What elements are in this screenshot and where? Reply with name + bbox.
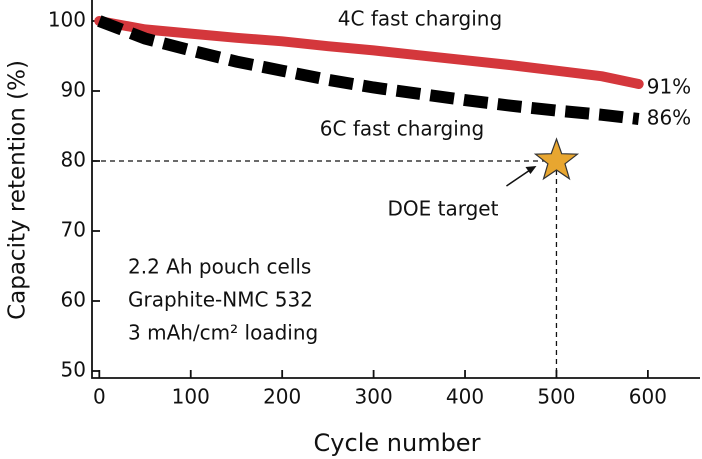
x-tick-label: 400 bbox=[446, 385, 484, 409]
series-name: 6C fast charging bbox=[320, 117, 484, 141]
series-end-label: 91% bbox=[647, 75, 691, 99]
x-tick-label: 300 bbox=[355, 385, 393, 409]
note: 3 mAh/cm² loading bbox=[128, 321, 318, 345]
y-tick-label: 100 bbox=[48, 8, 86, 32]
x-tick-label: 500 bbox=[537, 385, 575, 409]
x-tick-label: 600 bbox=[629, 385, 667, 409]
note: Graphite-NMC 532 bbox=[128, 288, 313, 312]
series-line bbox=[97, 15, 640, 125]
x-tick-label: 200 bbox=[263, 385, 301, 409]
y-tick-label: 90 bbox=[61, 78, 86, 102]
series-line bbox=[94, 16, 644, 89]
target-star bbox=[533, 137, 580, 181]
y-tick-label: 80 bbox=[61, 148, 86, 172]
axes bbox=[91, 0, 700, 379]
x-tick-label: 0 bbox=[93, 385, 106, 409]
series-name: 4C fast charging bbox=[338, 7, 502, 31]
x-axis-label: Cycle number bbox=[314, 429, 481, 457]
x-tick-label: 100 bbox=[172, 385, 210, 409]
y-tick-label: 60 bbox=[61, 288, 86, 312]
y-axis-label: Capacity retention (%) bbox=[5, 60, 31, 320]
target-arrowhead bbox=[525, 166, 537, 174]
y-tick-label: 50 bbox=[61, 358, 86, 382]
target-label: DOE target bbox=[388, 197, 499, 221]
series-end-label: 86% bbox=[647, 106, 691, 130]
note: 2.2 Ah pouch cells bbox=[128, 255, 311, 279]
y-tick-label: 70 bbox=[61, 218, 86, 242]
